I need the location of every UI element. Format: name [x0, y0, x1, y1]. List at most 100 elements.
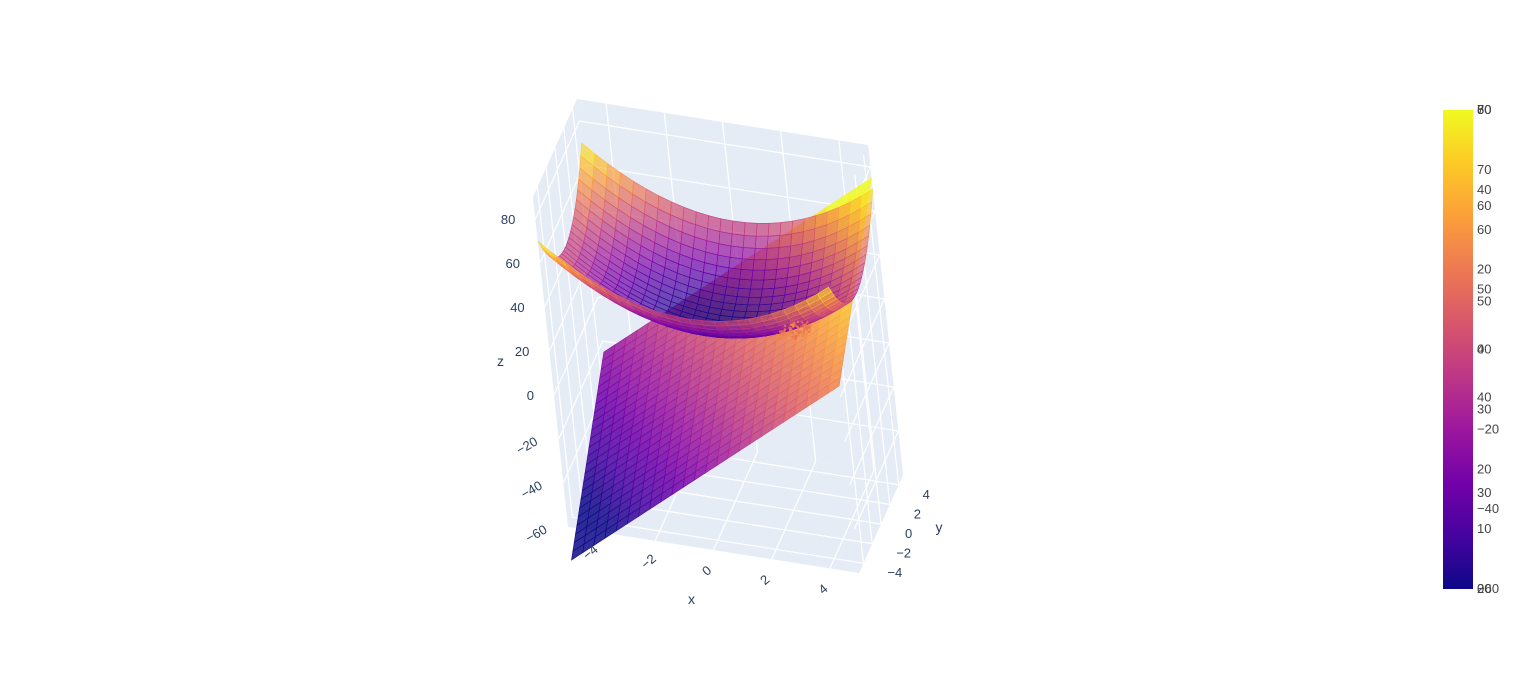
colorbar-tick-label: 20 — [1477, 581, 1491, 596]
marker-point — [777, 337, 781, 340]
marker-point — [803, 329, 806, 332]
marker-point — [794, 324, 797, 327]
colorbar-tick-label: 20 — [1477, 461, 1491, 476]
paraboloid-cell — [754, 235, 769, 249]
marker-point — [784, 331, 787, 335]
x-axis-title: x — [688, 591, 695, 607]
gridline-z — [534, 120, 580, 220]
marker-cluster[interactable] — [775, 320, 813, 341]
marker-point — [787, 334, 791, 337]
paraboloid-cell — [763, 269, 778, 281]
paraboloid-cell — [733, 303, 748, 312]
paraboloid-cell — [728, 256, 743, 270]
y-tick-label: −4 — [887, 565, 902, 580]
z-tick-label: 60 — [506, 256, 520, 271]
paraboloid-surface[interactable] — [537, 142, 874, 339]
paraboloid-cell — [743, 222, 758, 237]
paraboloid-cell — [750, 279, 765, 290]
marker-point — [800, 325, 803, 328]
colorbar-tick-label: 70 — [1477, 102, 1491, 117]
y-tick-label: −2 — [896, 546, 911, 561]
marker-point — [796, 320, 800, 324]
paraboloid-cell — [719, 218, 734, 235]
colorbar-tick-label: 0 — [1477, 581, 1484, 596]
marker-point — [799, 330, 803, 333]
z-tick-label: −20 — [514, 434, 541, 458]
paraboloid-cell — [757, 303, 772, 312]
marker-point — [809, 328, 812, 332]
paraboloid-cell — [752, 259, 767, 271]
paraboloid-cell — [745, 304, 760, 312]
gridline-z — [844, 342, 890, 442]
x-tick-label: 2 — [757, 572, 772, 588]
gridline-y — [536, 187, 573, 518]
paraboloid-cell — [537, 240, 554, 257]
colorbar-tick-label: 60 — [1477, 198, 1491, 213]
marker-point — [797, 326, 801, 330]
colorbar-tick-label: −20 — [1477, 421, 1499, 436]
z-tick-label: 0 — [527, 388, 534, 403]
marker-point — [779, 330, 782, 333]
marker-point — [789, 327, 793, 330]
gridline-z — [558, 340, 604, 440]
colorbar-tick-label: 40 — [1477, 182, 1491, 197]
paraboloid-cell — [739, 269, 754, 281]
y-tick-label: 4 — [923, 487, 930, 502]
colorbar-tick-label: −60 — [1477, 581, 1499, 596]
paraboloid-cell — [747, 297, 762, 306]
paraboloid-cell — [764, 258, 779, 271]
paraboloid-cell — [779, 220, 793, 236]
colorbar-tick-label: 0 — [1477, 342, 1484, 357]
paraboloid-cell — [731, 220, 746, 236]
colorbar-tick-label: 80 — [1477, 102, 1491, 117]
marker-point — [791, 331, 794, 334]
z-tick-label: 20 — [515, 344, 529, 359]
z-tick-label: 80 — [501, 212, 515, 227]
paraboloid-cell — [741, 247, 756, 260]
colorbar[interactable]: 203040506070−60−40−200204060010203040506… — [1443, 102, 1499, 596]
marker-point — [783, 328, 787, 331]
paraboloid-cell — [744, 311, 759, 318]
y-tick-label: 2 — [914, 506, 921, 521]
gridline-z — [539, 164, 585, 264]
marker-point — [802, 334, 805, 338]
colorbar-tick-label: 60 — [1477, 102, 1491, 117]
marker-point — [805, 321, 809, 324]
marker-point — [807, 326, 810, 329]
marker-point — [790, 323, 794, 326]
marker-point — [783, 324, 787, 328]
marker-point — [794, 337, 797, 340]
colorbar-tick-label: −40 — [1477, 501, 1499, 516]
paraboloid-cell — [765, 247, 780, 260]
paraboloid-cell — [759, 296, 774, 306]
paraboloid-cell — [767, 222, 782, 237]
paraboloid-cell — [778, 233, 793, 248]
colorbar-tick-label: 70 — [1477, 162, 1491, 177]
gridline-y — [563, 128, 600, 459]
y-tick-label: 0 — [905, 526, 912, 541]
colorbar-tick-label: 40 — [1477, 389, 1491, 404]
plane-cell — [827, 376, 841, 394]
colorbar-tick-label: 30 — [1477, 485, 1491, 500]
marker-point — [792, 321, 796, 325]
paraboloid-cell — [738, 278, 753, 290]
marker-point — [800, 320, 804, 324]
paraboloid-cell — [762, 278, 776, 290]
gridline-z — [849, 386, 895, 486]
paraboloid-cell — [727, 267, 742, 280]
gridline-z — [853, 430, 899, 530]
paraboloid-cell — [740, 258, 755, 271]
paraboloid-cell — [730, 233, 745, 248]
marker-point — [807, 330, 811, 334]
gridline-z — [839, 298, 885, 398]
gridline-z — [583, 164, 876, 212]
marker-point — [794, 334, 798, 338]
gridline-y — [554, 147, 591, 479]
marker-point — [790, 335, 794, 338]
x-tick-label: −2 — [638, 551, 659, 572]
colorbar-gradient — [1443, 110, 1473, 589]
x-tick-label: 0 — [699, 562, 714, 578]
z-tick-label: −60 — [523, 522, 550, 546]
